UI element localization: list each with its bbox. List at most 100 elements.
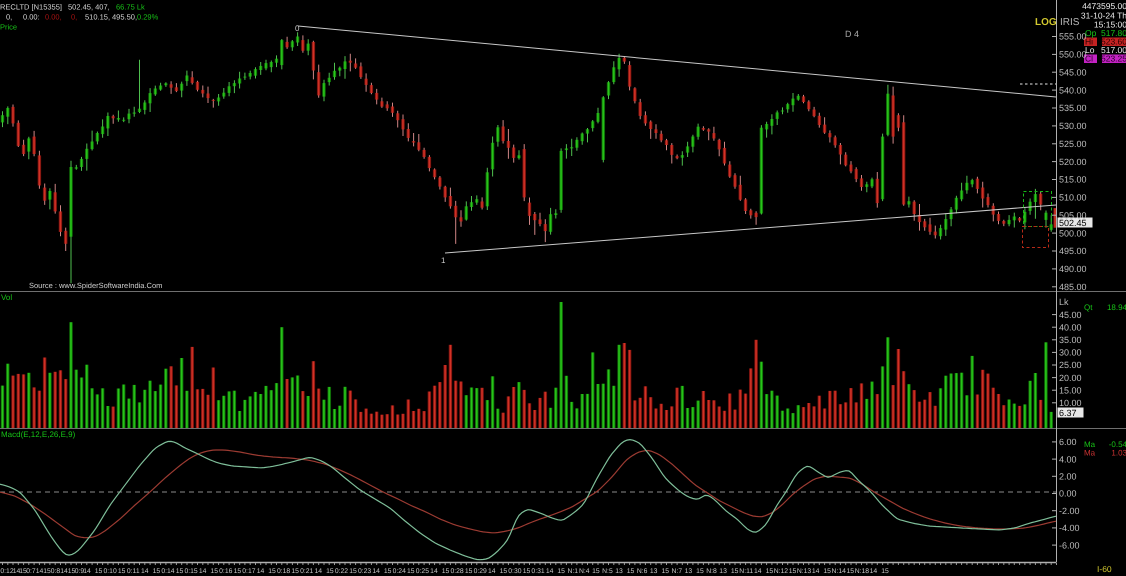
svg-text:15: 15: [627, 568, 635, 575]
svg-text:500.00: 500.00: [1059, 228, 1087, 238]
svg-text:Macd(E,12,E,26,E,9): Macd(E,12,E,26,E,9): [1, 430, 76, 439]
svg-text:14: 14: [870, 568, 878, 575]
svg-text:4.00: 4.00: [1059, 454, 1077, 464]
svg-text:15:15:00: 15:15:00: [1094, 20, 1126, 30]
svg-text:535.00: 535.00: [1059, 103, 1087, 113]
svg-text:502.45, 407,: 502.45, 407,: [68, 3, 110, 12]
svg-text:490.00: 490.00: [1059, 264, 1087, 274]
svg-text:495.00: 495.00: [1059, 246, 1087, 256]
svg-text:I-60: I-60: [1097, 564, 1112, 574]
svg-text:0:25: 0:25: [416, 568, 429, 575]
svg-text:4473595.00: 4473595.00: [1082, 1, 1126, 11]
svg-text:13: 13: [719, 568, 727, 575]
svg-text:N:11: N:11: [739, 568, 753, 575]
svg-text:N:4: N:4: [579, 568, 590, 575]
svg-text:N:18: N:18: [855, 568, 870, 575]
svg-text:-0.54: -0.54: [1109, 440, 1126, 449]
svg-text:RECLTD [N15355]: RECLTD [N15355]: [0, 3, 62, 12]
svg-text:-6.00: -6.00: [1059, 540, 1080, 550]
svg-text:N:12: N:12: [774, 568, 789, 575]
svg-text:525.00: 525.00: [1059, 139, 1087, 149]
svg-text:15: 15: [234, 568, 242, 575]
svg-text:18.94: 18.94: [1107, 303, 1126, 312]
svg-text:14: 14: [488, 568, 496, 575]
svg-text:0,: 0,: [6, 13, 12, 22]
svg-text:530.00: 530.00: [1059, 121, 1087, 131]
svg-text:13: 13: [685, 568, 693, 575]
svg-text:Lk: Lk: [1059, 297, 1069, 307]
svg-text:0:8: 0:8: [51, 568, 61, 575]
svg-text:Cl: Cl: [1085, 54, 1093, 64]
svg-text:0.00:: 0.00:: [23, 13, 40, 22]
svg-text:Vol: Vol: [1, 293, 12, 302]
svg-text:0.00: 0.00: [1059, 489, 1077, 499]
svg-text:0:21: 0:21: [300, 568, 313, 575]
svg-text:517.80: 517.80: [1101, 28, 1126, 38]
svg-text:14: 14: [430, 568, 438, 575]
svg-text:15: 15: [19, 568, 27, 575]
svg-text:15: 15: [557, 568, 565, 575]
svg-text:14: 14: [546, 568, 554, 575]
svg-text:0:12: 0:12: [0, 568, 13, 575]
svg-text:0:18: 0:18: [277, 568, 290, 575]
svg-text:15: 15: [442, 568, 450, 575]
svg-text:15: 15: [823, 568, 831, 575]
svg-text:-4.00: -4.00: [1059, 523, 1080, 533]
svg-text:N:8: N:8: [706, 568, 717, 575]
svg-text:N:7: N:7: [672, 568, 683, 575]
svg-text:0:9: 0:9: [75, 568, 85, 575]
svg-text:1: 1: [441, 256, 446, 265]
svg-text:15: 15: [523, 568, 531, 575]
svg-text:0:7: 0:7: [26, 568, 36, 575]
svg-text:0:10: 0:10: [104, 568, 117, 575]
svg-text:15: 15: [118, 568, 126, 575]
svg-text:15: 15: [384, 568, 392, 575]
svg-text:Hi: Hi: [1085, 37, 1093, 47]
svg-text:0: 0: [295, 24, 300, 33]
svg-text:31-10-24 Th: 31-10-24 Th: [1081, 11, 1126, 21]
svg-text:14: 14: [141, 568, 149, 575]
svg-text:14: 14: [83, 568, 91, 575]
svg-text:N:1: N:1: [567, 568, 578, 575]
svg-text:10.00: 10.00: [1059, 398, 1082, 408]
svg-text:540.00: 540.00: [1059, 85, 1087, 95]
svg-text:35.00: 35.00: [1059, 335, 1082, 345]
svg-text:13: 13: [615, 568, 623, 575]
svg-text:15: 15: [847, 568, 855, 575]
svg-text:0:14: 0:14: [161, 568, 174, 575]
svg-text:14: 14: [257, 568, 265, 575]
svg-text:517.00: 517.00: [1101, 45, 1126, 55]
svg-text:14: 14: [13, 568, 21, 575]
svg-text:N:6: N:6: [637, 568, 648, 575]
svg-text:523.60: 523.60: [1101, 37, 1126, 47]
svg-text:N:13: N:13: [797, 568, 812, 575]
svg-text:N:5: N:5: [602, 568, 613, 575]
svg-text:0:17: 0:17: [242, 568, 255, 575]
svg-text:0.29%: 0.29%: [137, 13, 159, 22]
svg-text:6.00: 6.00: [1059, 437, 1077, 447]
svg-text:15: 15: [592, 568, 600, 575]
svg-text:520.00: 520.00: [1059, 157, 1087, 167]
svg-text:15: 15: [696, 568, 704, 575]
svg-text:15: 15: [95, 568, 103, 575]
svg-text:510.00: 510.00: [1059, 193, 1087, 203]
svg-text:15: 15: [731, 568, 739, 575]
svg-text:15: 15: [349, 568, 357, 575]
svg-text:Source : www.SpiderSoftwareInd: Source : www.SpiderSoftwareIndia.Com: [29, 281, 162, 290]
svg-text:15: 15: [68, 568, 76, 575]
svg-text:15.00: 15.00: [1059, 385, 1082, 395]
svg-text:505.00: 505.00: [1059, 210, 1087, 220]
svg-text:14: 14: [36, 568, 44, 575]
svg-text:550.00: 550.00: [1059, 50, 1087, 60]
svg-text:15: 15: [268, 568, 276, 575]
svg-text:15: 15: [210, 568, 218, 575]
svg-text:N:14: N:14: [832, 568, 847, 575]
svg-text:15: 15: [500, 568, 508, 575]
svg-text:Qt: Qt: [1084, 303, 1093, 312]
svg-text:1.03: 1.03: [1111, 449, 1126, 458]
svg-text:15: 15: [291, 568, 299, 575]
svg-text:Op: Op: [1085, 28, 1097, 38]
svg-text:555.00: 555.00: [1059, 32, 1087, 42]
svg-text:30.00: 30.00: [1059, 348, 1082, 358]
svg-text:545.00: 545.00: [1059, 67, 1087, 77]
